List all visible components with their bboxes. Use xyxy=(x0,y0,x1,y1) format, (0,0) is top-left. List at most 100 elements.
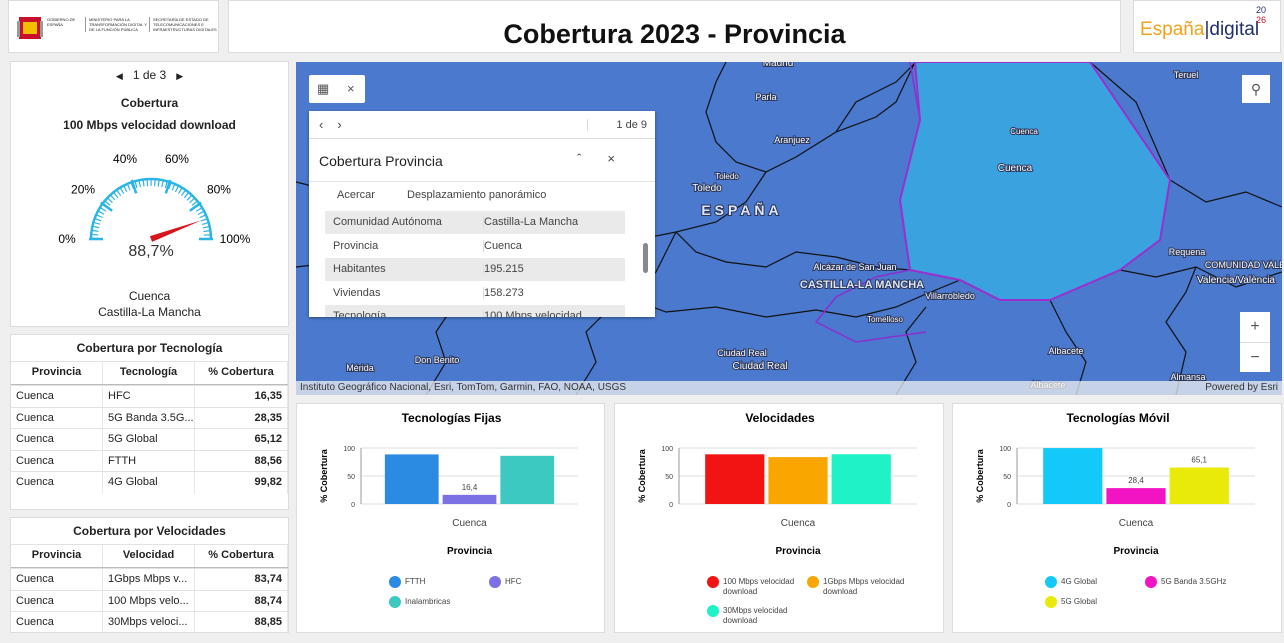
legend-label: Inalambricas xyxy=(405,597,451,606)
gauge: 0% 20% 40% 60% 80% 100% 88,7% xyxy=(58,152,250,260)
legend-label: 5G Banda 3.5GHz xyxy=(1161,577,1227,586)
map-label: Don Benito xyxy=(415,355,460,365)
chart: Tecnologías Móvil 0 50 100 % Cobertura Cuenca… xyxy=(975,411,1255,557)
legend-label: 4G Global xyxy=(1061,577,1098,586)
map-label: Toledo xyxy=(715,172,739,181)
legend-swatch xyxy=(807,576,819,588)
legend-item[interactable]: 5G Global xyxy=(1045,596,1145,608)
popup-row: Habitantes 195.215 xyxy=(325,258,625,281)
chart: Tecnologías Fijas 0 50 100 % Cobertura Cuenca… xyxy=(319,411,578,557)
legend-item[interactable]: 100 Mbps velocidad download xyxy=(707,576,807,597)
legend-item[interactable]: 1Gbps Mbps velocidad download xyxy=(807,576,907,597)
y-tick-label: 0 xyxy=(351,502,355,509)
column-header: Velocidad xyxy=(103,545,195,567)
select-icon[interactable]: ▦ xyxy=(317,81,330,96)
value-label: 65,1 xyxy=(1191,456,1207,465)
gauge-subtitle: 100 Mbps velocidad download xyxy=(63,118,236,132)
map-canvas: Madrid Parla Aranjuez Toledo Toledo ESPAÑA Cue… xyxy=(296,62,1282,395)
map-label: Teruel xyxy=(1174,70,1199,80)
popup-controls[interactable]: ˆ× xyxy=(577,151,641,166)
table-cell: 88,56 xyxy=(195,450,288,473)
table-row: Cuenca FTTH 88,56 xyxy=(11,449,288,473)
logo-right: España|digital 20 26 xyxy=(1133,0,1281,53)
province-border xyxy=(625,279,961,318)
chart-title: Velocidades xyxy=(745,411,815,425)
table-cell: Cuenca xyxy=(11,472,103,494)
popup-scroll: Comunidad Autónoma Castilla-La Mancha Prov… xyxy=(325,211,625,317)
legend-item[interactable]: FTTH xyxy=(389,576,489,588)
table-cell: 28,35 xyxy=(195,407,288,430)
legend-item[interactable]: 4G Global xyxy=(1045,576,1145,588)
powered-by: Powered by Esri xyxy=(1205,382,1278,393)
popup-action[interactable]: Acercar xyxy=(337,189,375,201)
popup-title: Cobertura Provincia xyxy=(319,153,443,169)
province-border xyxy=(835,62,916,133)
gauge-tick xyxy=(164,179,172,194)
table-header: Provincia Velocidad% Cobertura xyxy=(11,544,288,568)
table-row: Cuenca 5G Banda 3.5G... 28,35 xyxy=(11,406,288,430)
table-cell: Cuenca xyxy=(11,569,103,591)
legend-swatch xyxy=(1045,576,1057,588)
legend: 4G Global 5G Banda 3.5GHz 5G Global xyxy=(953,576,1281,608)
zoom-out[interactable]: − xyxy=(1250,349,1260,366)
table-row: Cuenca HFC 16,35 xyxy=(11,385,288,408)
zoom-in[interactable]: + xyxy=(1240,312,1270,343)
value-label: 16,4 xyxy=(462,483,478,492)
province-border xyxy=(1049,299,1087,395)
legend-label: 1Gbps Mbps velocidad download xyxy=(823,577,905,596)
legend-item[interactable]: Inalambricas xyxy=(389,596,489,608)
logo-text: GOBIERNO DE ESPAÑA xyxy=(47,17,76,27)
search-button[interactable]: ⚲ xyxy=(1242,75,1270,103)
popup-cell: Comunidad Autónoma xyxy=(333,216,442,228)
map-label: COMUNIDAD VALENCIANA xyxy=(1205,260,1282,270)
legend-item[interactable]: HFC xyxy=(489,576,589,588)
gauge-tick-label: 80% xyxy=(207,183,231,197)
province-border xyxy=(1165,266,1197,395)
table-cell: 16,35 xyxy=(195,386,288,408)
x-tick-label: Cuenca xyxy=(1119,518,1154,529)
logo-text: España|digital xyxy=(1140,19,1259,41)
column-header: % Cobertura xyxy=(195,545,288,567)
map[interactable]: Madrid Parla Aranjuez Toledo Toledo ESPAÑA Cue… xyxy=(296,62,1282,395)
close-icon[interactable]: × xyxy=(347,81,355,96)
legend-item[interactable]: 5G Banda 3.5GHz xyxy=(1145,576,1245,588)
location: Castilla-La Mancha xyxy=(98,305,201,319)
popup-divider xyxy=(309,181,655,182)
map-label: Ciudad Real xyxy=(732,361,787,372)
cuenca-highlight xyxy=(898,62,1172,301)
legend-swatch xyxy=(389,596,401,608)
logo-digital: digital xyxy=(1209,19,1260,40)
x-axis-label: Provincia xyxy=(447,546,492,557)
popup-header-line xyxy=(309,138,655,139)
scrollbar[interactable] xyxy=(643,243,648,273)
popup-row: Provincia Cuenca xyxy=(325,234,625,258)
legend-item[interactable]: 30Mbps velocidad download xyxy=(707,605,807,626)
chart-panel: Velocidades 0 50 100 % Cobertura Cuenca Provin… xyxy=(614,403,944,633)
gauge-panel: ◀ 1 de 3 ▶ Cobertura 100 Mbps velocidad … xyxy=(10,61,289,327)
gauge-tick-label: 0% xyxy=(58,232,76,246)
logo-text: MINISTERIO PARA LA TRANSFORMACIÓN DIGITA… xyxy=(85,17,147,32)
logo-espana: España xyxy=(1140,19,1205,40)
popup-pager: 1 de 9 xyxy=(587,119,647,131)
gauge-value: 88,7% xyxy=(128,243,173,260)
table-cell: 5G Banda 3.5G... xyxy=(103,407,195,430)
gauge-tick xyxy=(189,201,202,212)
gauge-needle xyxy=(149,220,202,242)
popup-nav[interactable]: ‹› xyxy=(319,117,356,132)
gauge-minor-ticks xyxy=(92,180,210,240)
next-icon[interactable]: ▶ xyxy=(176,71,184,81)
popup-action[interactable]: Desplazamiento panorámico xyxy=(407,189,547,201)
map-label: Cuenca xyxy=(998,163,1033,174)
pager-text: 1 de 3 xyxy=(132,68,167,82)
popup-row: Tecnología 100 Mbps velocidad xyxy=(325,305,625,317)
y-tick-label: 100 xyxy=(661,446,673,453)
prev-icon[interactable]: ◀ xyxy=(115,71,123,81)
map-label: Toledo xyxy=(692,183,722,194)
table-cell: Cuenca xyxy=(11,407,103,430)
y-tick-label: 50 xyxy=(347,474,355,481)
value-label: 28,4 xyxy=(1128,476,1144,485)
column-header: Tecnología xyxy=(103,362,195,384)
chart-panel: Tecnologías Móvil 0 50 100 % Cobertura Cuenca… xyxy=(952,403,1282,633)
